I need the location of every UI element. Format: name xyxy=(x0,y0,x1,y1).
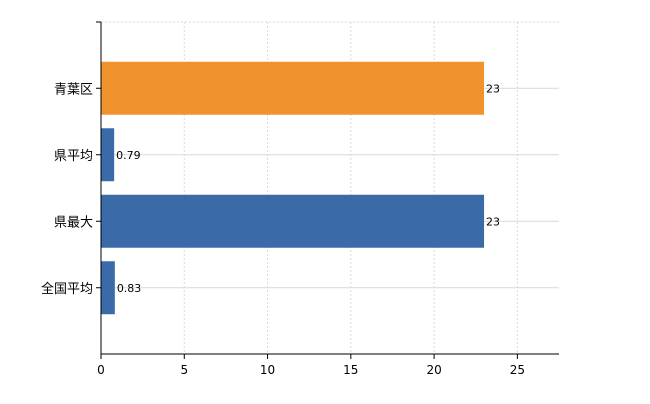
bar-3 xyxy=(101,194,485,248)
bar-2 xyxy=(101,128,115,182)
category-label-2: 県平均 xyxy=(54,149,93,164)
x-tick-label-5: 5 xyxy=(180,363,188,377)
x-tick-label-10: 10 xyxy=(260,363,275,377)
bar-4 xyxy=(101,261,115,315)
bar-layer xyxy=(101,61,485,315)
data-label-4: 0.83 xyxy=(117,282,142,295)
axis-layer xyxy=(96,21,559,359)
bar-1 xyxy=(101,61,485,115)
x-tick-label-15: 15 xyxy=(343,363,358,377)
x-tick-label-25: 25 xyxy=(510,363,525,377)
category-label-4: 全国平均 xyxy=(41,281,93,297)
data-label-1: 23 xyxy=(486,82,500,95)
category-label-1: 青葉区 xyxy=(54,82,93,97)
x-tick-label-20: 20 xyxy=(426,363,441,377)
category-label-3: 県最大 xyxy=(54,215,93,230)
x-tick-label-0: 0 xyxy=(97,363,105,377)
data-label-3: 23 xyxy=(486,215,500,228)
data-label-2: 0.79 xyxy=(116,149,141,162)
